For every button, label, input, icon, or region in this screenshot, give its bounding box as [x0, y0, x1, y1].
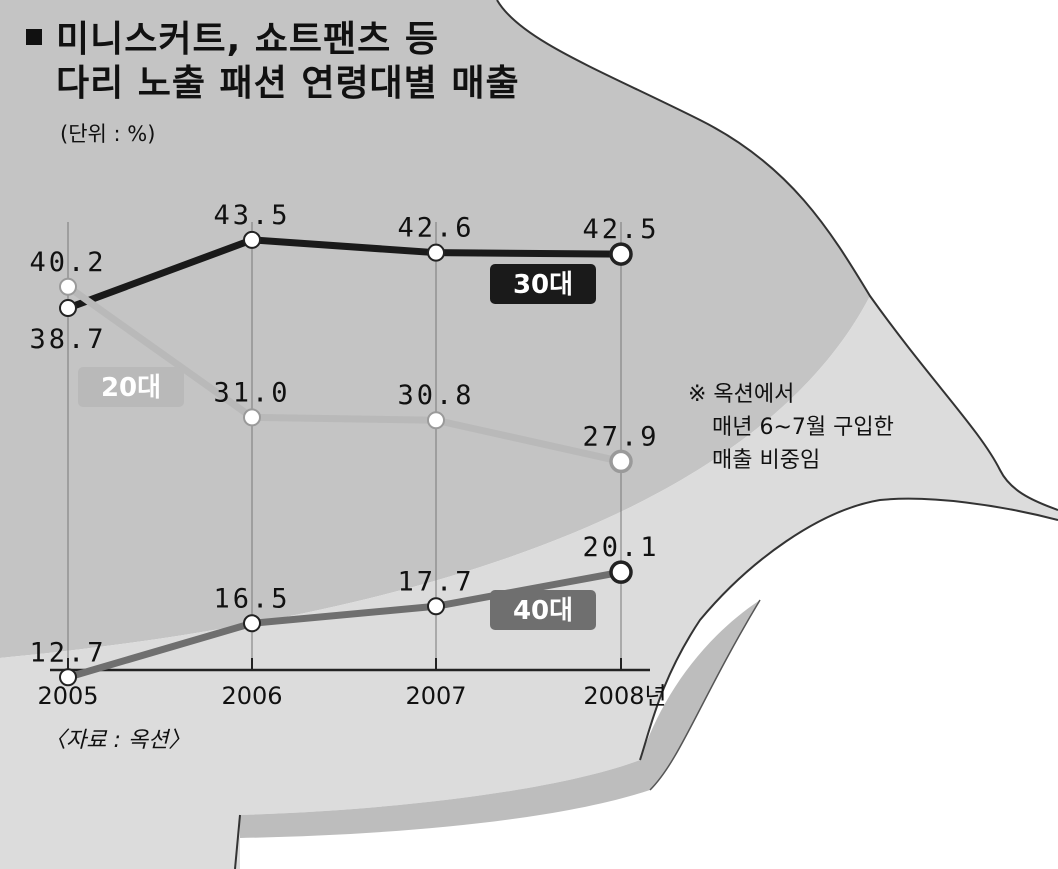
data-point	[243, 408, 261, 427]
data-label: 31.0	[213, 377, 290, 408]
data-label: 42.6	[397, 213, 474, 244]
data-label: 27.9	[582, 421, 659, 452]
light-panel	[0, 296, 1058, 869]
unit-label: (단위 : %)	[60, 122, 156, 146]
data-point	[243, 614, 261, 633]
data-label: 40.2	[29, 247, 106, 278]
data-label: 42.5	[582, 214, 659, 245]
legend-label: 20대	[101, 373, 161, 403]
x-tick-label: 2007	[405, 682, 466, 710]
series-points	[59, 230, 633, 687]
legend: 30대 20대 40대	[78, 264, 596, 630]
chart-title-line1: 미니스커트, 쇼트팬츠 등	[26, 22, 439, 58]
legend-badge	[78, 367, 184, 407]
data-labels: 38.7 43.5 42.6 42.5 40.2 31.0 30.8 27.9 12.7 16.5…	[29, 200, 659, 668]
legend-badge	[490, 590, 596, 630]
footnote-line: 매출 비중임	[712, 448, 821, 473]
source-label: 〈자료 : 옥션〉	[44, 728, 191, 753]
data-label: 16.5	[213, 583, 290, 614]
series-line	[66, 236, 622, 312]
square-bullet-icon	[26, 29, 42, 45]
footnote: ※ 옥션에서 매년 6~7월 구입한 매출 비중임	[688, 378, 894, 477]
series-line	[67, 568, 622, 681]
grid-lines	[67, 222, 622, 670]
data-point	[609, 449, 633, 474]
series-line	[65, 283, 622, 465]
data-point	[609, 560, 633, 584]
chart-title-line2: 다리 노출 패션 연령대별 매출	[56, 63, 520, 104]
x-tick-label: 2008년	[583, 682, 666, 710]
legend-badge	[490, 264, 596, 304]
fold-edge	[496, 0, 1058, 511]
x-axis: 2005 2006 2007 2008년	[37, 658, 667, 710]
fold-edge-3	[234, 814, 241, 869]
data-point	[59, 299, 77, 318]
footnote-line: ※ 옥션에서	[688, 382, 795, 407]
fold-edge-4	[649, 599, 761, 791]
footnote-line: 매년 6~7월 구입한	[712, 415, 894, 440]
data-label: 20.1	[582, 532, 659, 563]
dark-fold	[0, 0, 870, 658]
x-tick-label: 2005	[37, 682, 98, 710]
data-point	[609, 242, 633, 266]
series-lines	[65, 236, 622, 681]
data-label: 43.5	[213, 200, 290, 231]
lower-fold	[240, 600, 760, 838]
legend-label: 30대	[513, 270, 573, 300]
data-point	[427, 243, 445, 262]
data-label: 30.8	[397, 380, 474, 411]
data-point	[243, 230, 261, 249]
data-label: 38.7	[29, 324, 106, 355]
data-label: 17.7	[397, 566, 474, 597]
data-point	[59, 668, 77, 687]
data-label: 12.7	[29, 637, 106, 668]
data-point	[427, 411, 445, 430]
title-text-1: 미니스커트, 쇼트팬츠 등	[56, 19, 439, 60]
legend-label: 40대	[513, 596, 573, 626]
data-point	[427, 597, 445, 616]
data-point	[59, 277, 77, 296]
fold-edge-2	[639, 497, 1058, 761]
x-tick-label: 2006	[221, 682, 282, 710]
